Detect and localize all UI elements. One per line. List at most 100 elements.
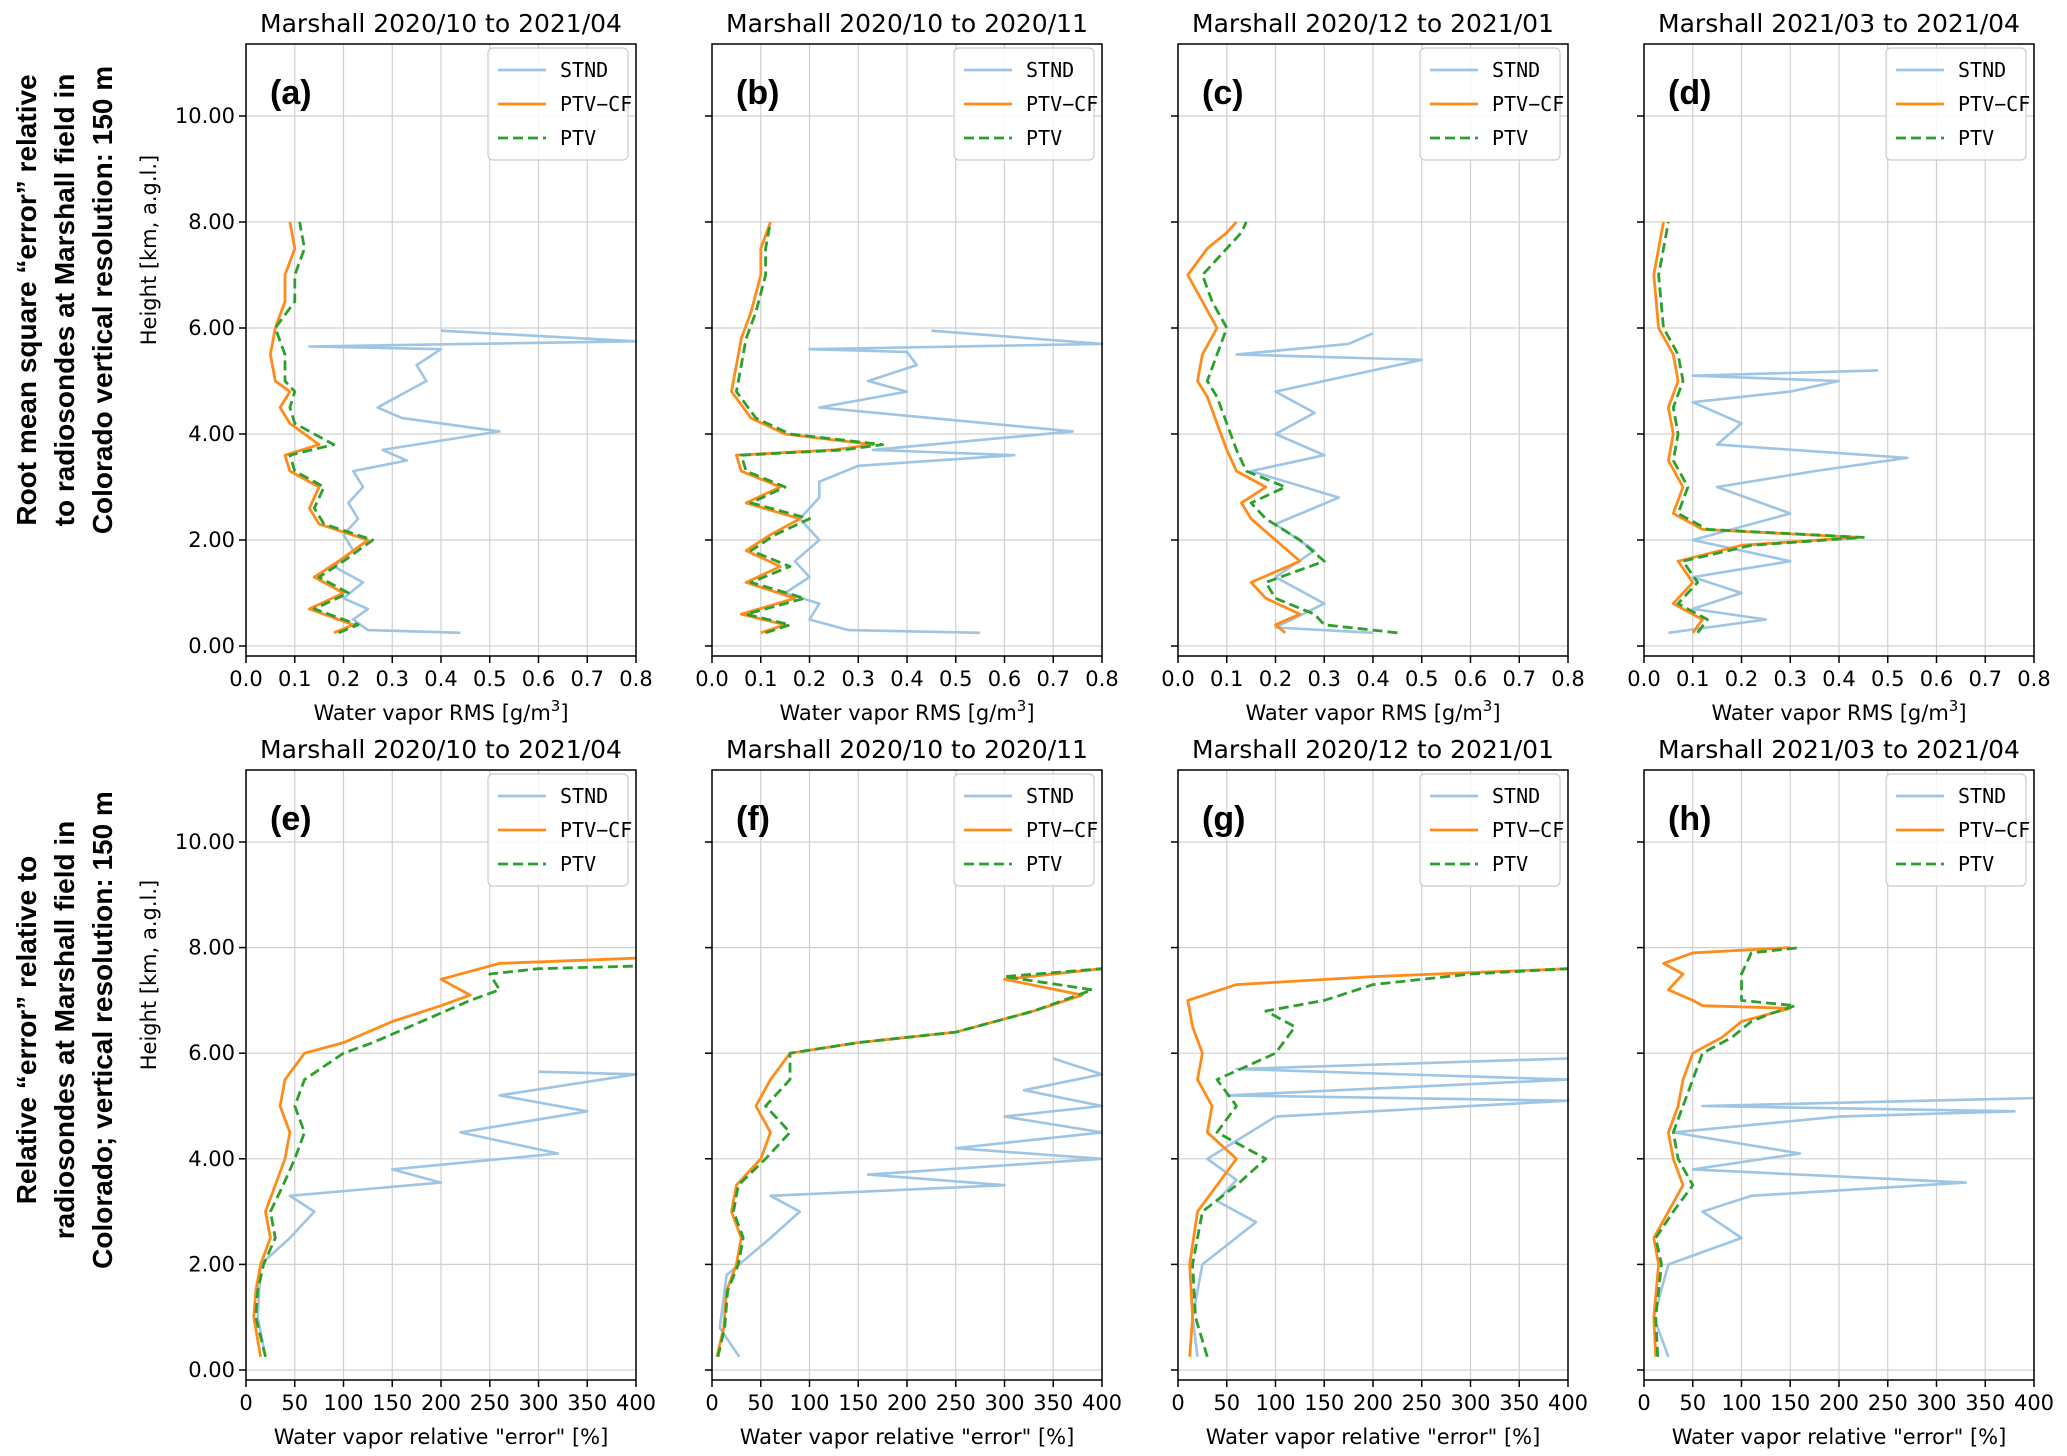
- legend-label-ptv: PTV: [560, 126, 596, 150]
- x-tick-label: 0: [705, 1391, 718, 1415]
- legend-label-ptv-cf: PTV−CF: [1492, 818, 1564, 842]
- x-tick-label: 300: [984, 1391, 1024, 1415]
- x-tick-label: 50: [1679, 1391, 1706, 1415]
- x-tick-label: 200: [1819, 1391, 1859, 1415]
- panel-title: Marshall 2020/12 to 2021/01: [1192, 735, 1554, 764]
- x-tick-label: 0.1: [1210, 667, 1243, 691]
- panel-letter: (a): [270, 74, 312, 112]
- x-tick-label: 50: [1213, 1391, 1240, 1415]
- x-axis-label: Water vapor RMS [g/m3]: [1711, 697, 1966, 725]
- x-tick-label: 0.4: [1356, 667, 1389, 691]
- x-tick-label: 250: [470, 1391, 510, 1415]
- x-tick-label: 0.5: [473, 667, 506, 691]
- series-line-stnd: [1652, 1096, 2035, 1358]
- panel-letter: (e): [270, 800, 312, 838]
- legend-label-ptv-cf: PTV−CF: [1958, 92, 2030, 116]
- x-tick-label: 0.7: [1503, 667, 1536, 691]
- panel-h: 0 50 100 150 200 250 300 350 400 Marshall 2021/03…: [1637, 735, 2054, 1449]
- x-tick-label: 150: [838, 1391, 878, 1415]
- x-tick-label: 150: [1304, 1391, 1344, 1415]
- x-tick-label: 250: [1868, 1391, 1908, 1415]
- y-tick-label: 0.00: [188, 634, 235, 658]
- panel-e: 0 50 100 150 200 250 300 350 400 0.00 2.00 4.00 6.00…: [137, 735, 656, 1449]
- y-tick-label: 10.00: [175, 104, 235, 128]
- panel-title: Marshall 2021/03 to 2021/04: [1658, 735, 2020, 764]
- x-tick-label: 0.2: [1259, 667, 1292, 691]
- panel-b: 0.0 0.1 0.2 0.3 0.4 0.5 0.6 0.7 0.8 Marshall 2020…: [695, 9, 1118, 725]
- series-line-stnd: [1191, 1057, 1570, 1357]
- x-tick-label: 250: [1402, 1391, 1442, 1415]
- x-tick-label: 0.7: [571, 667, 604, 691]
- x-tick-label: 100: [789, 1391, 829, 1415]
- x-tick-label: 0.7: [1969, 667, 2002, 691]
- x-tick-label: 300: [518, 1391, 558, 1415]
- series-line-ptv-cf: [1652, 221, 1860, 634]
- x-axis-label: Water vapor relative "error" [%]: [274, 1425, 609, 1449]
- series-line-stnd: [1668, 369, 1909, 635]
- x-tick-label: 400: [2014, 1391, 2054, 1415]
- panel-g: 0 50 100 150 200 250 300 350 400 Marshall 2020/12…: [1171, 735, 1588, 1449]
- x-tick-label: 150: [372, 1391, 412, 1415]
- legend: STND PTV−CF PTV: [953, 773, 1098, 887]
- y-tick-label: 8.00: [188, 210, 235, 234]
- x-axis-label: Water vapor relative "error" [%]: [740, 1425, 1075, 1449]
- series-line-ptv: [1191, 967, 1569, 1358]
- legend-label-ptv-cf: PTV−CF: [560, 818, 632, 842]
- x-tick-label: 0.1: [1676, 667, 1709, 691]
- y-axis-label: Height [km, a.g.l.]: [137, 880, 161, 1071]
- legend-label-stnd: STND: [1958, 58, 2006, 82]
- x-tick-label: 250: [936, 1391, 976, 1415]
- legend-box: [1885, 773, 2027, 887]
- series-line-ptv: [1657, 221, 1865, 634]
- x-tick-label: 0.1: [278, 667, 311, 691]
- x-tick-label: 0.6: [1920, 667, 1953, 691]
- legend-label-ptv-cf: PTV−CF: [1492, 92, 1564, 116]
- legend-label-stnd: STND: [560, 784, 608, 808]
- y-tick-label: 6.00: [188, 316, 235, 340]
- y-tick-label: 4.00: [188, 1147, 235, 1171]
- y-tick-label: 4.00: [188, 422, 235, 446]
- x-tick-label: 50: [281, 1391, 308, 1415]
- legend: STND PTV−CF PTV: [1419, 47, 1564, 161]
- series-line-ptv-cf: [269, 221, 370, 635]
- legend-box: [1419, 773, 1561, 887]
- x-tick-label: 100: [323, 1391, 363, 1415]
- legend-box: [487, 47, 629, 161]
- legend-box: [487, 773, 629, 887]
- legend: STND PTV−CF PTV: [487, 773, 632, 887]
- x-axis-label: Water vapor RMS [g/m3]: [1245, 697, 1500, 725]
- legend-label-stnd: STND: [1026, 58, 1074, 82]
- x-tick-label: 0.7: [1037, 667, 1070, 691]
- x-tick-label: 350: [567, 1391, 607, 1415]
- x-tick-label: 0.5: [1405, 667, 1438, 691]
- x-tick-label: 400: [1548, 1391, 1588, 1415]
- x-tick-label: 300: [1916, 1391, 1956, 1415]
- legend-label-stnd: STND: [1026, 784, 1074, 808]
- series-line-ptv-cf: [1652, 946, 1792, 1357]
- series-line-ptv-cf: [1186, 967, 1569, 1357]
- x-tick-label: 150: [1770, 1391, 1810, 1415]
- series-line-stnd: [783, 329, 1104, 635]
- x-tick-label: 400: [1082, 1391, 1122, 1415]
- legend-label-ptv-cf: PTV−CF: [1958, 818, 2030, 842]
- x-axis-label: Water vapor relative "error" [%]: [1206, 1425, 1541, 1449]
- y-axis-label: Height [km, a.g.l.]: [137, 155, 161, 346]
- x-tick-label: 0.0: [229, 667, 262, 691]
- x-tick-label: 0: [1171, 1391, 1184, 1415]
- legend-label-stnd: STND: [560, 58, 608, 82]
- x-tick-label: 0.4: [424, 667, 457, 691]
- x-tick-label: 0: [1637, 1391, 1650, 1415]
- x-tick-label: 200: [1353, 1391, 1393, 1415]
- panel-title: Marshall 2020/12 to 2021/01: [1192, 9, 1554, 38]
- legend-label-ptv-cf: PTV−CF: [1026, 818, 1098, 842]
- y-tick-label: 0.00: [188, 1358, 235, 1382]
- y-tick-label: 2.00: [188, 1252, 235, 1276]
- series-line-stnd: [308, 329, 638, 635]
- x-tick-label: 0.3: [376, 667, 409, 691]
- x-axis-label: Water vapor RMS [g/m3]: [313, 697, 568, 725]
- x-tick-label: 0.6: [1454, 667, 1487, 691]
- panel-title: Marshall 2020/10 to 2020/11: [726, 9, 1088, 38]
- series-line-ptv-cf: [1186, 221, 1302, 634]
- series-line-ptv: [735, 221, 884, 635]
